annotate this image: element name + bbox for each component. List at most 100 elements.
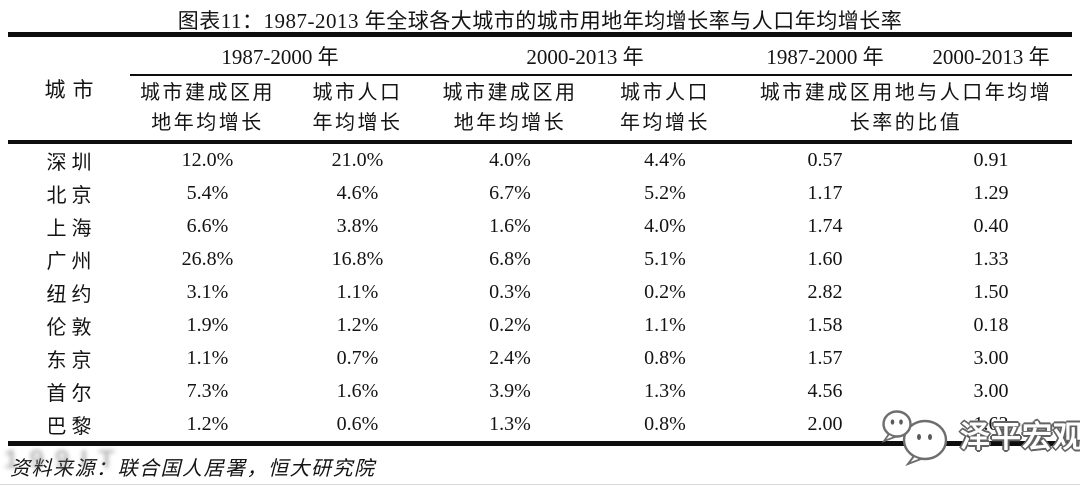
table-row-seoul: 首尔 7.3% 1.6% 3.9% 1.3% 4.56 3.00 <box>8 375 1072 408</box>
figure-title: 图表11：1987-2013 年全球各大城市的城市用地年均增长率与人口年均增长率 <box>177 9 903 33</box>
city-cell: 巴黎 <box>46 416 97 438</box>
table-row-london: 伦敦 1.9% 1.2% 0.2% 1.1% 1.58 0.18 <box>8 309 1072 342</box>
value-cell: 6.7% <box>489 182 531 204</box>
value-cell: 1.6% <box>336 380 379 402</box>
value-cell: 1.57 <box>807 347 843 369</box>
value-cell: 1.2% <box>336 314 379 336</box>
brand-watermark-text: 泽平宏观 <box>960 421 1080 454</box>
header-line: 城市人口 <box>312 82 403 104</box>
city-cell: 首尔 <box>46 383 97 405</box>
value-cell: 1.50 <box>973 281 1009 303</box>
value-cell: 5.1% <box>644 248 686 270</box>
value-cell: 3.8% <box>336 215 379 237</box>
value-cell: 21.0% <box>331 149 384 171</box>
period-header-growth-2000-2013: 2000-2013 年 <box>430 34 740 76</box>
city-cell: 广州 <box>46 251 97 273</box>
city-cell: 深圳 <box>46 152 97 174</box>
value-cell: 1.17 <box>807 182 843 204</box>
value-cell: 16.8% <box>331 248 384 270</box>
value-cell: 3.9% <box>489 380 531 402</box>
table-row-paris: 巴黎 1.2% 0.6% 1.3% 0.8% 2.00 1.63 <box>8 408 1072 444</box>
table-row-shanghai: 上海 6.6% 3.8% 1.6% 4.0% 1.74 0.40 <box>8 210 1072 243</box>
column-header-pop-growth-1: 城市人口 年均增长 <box>285 75 430 144</box>
column-header-land-growth-2: 城市建成区用 地年均增长 <box>430 75 590 144</box>
value-cell: 1.3% <box>644 380 686 402</box>
value-cell: 2.00 <box>807 413 843 435</box>
value-cell: 5.2% <box>644 182 686 204</box>
value-cell: 6.6% <box>186 215 229 237</box>
value-cell: 7.3% <box>186 380 229 402</box>
value-cell: 4.6% <box>336 182 379 204</box>
period-header-growth-1987-2000: 1987-2000 年 <box>130 34 430 76</box>
value-cell: 5.4% <box>186 182 229 204</box>
table-row-shenzhen: 深圳 12.0% 21.0% 4.0% 4.4% 0.57 0.91 <box>8 142 1072 177</box>
value-cell: 0.57 <box>807 149 843 171</box>
value-cell: 0.2% <box>644 281 686 303</box>
city-cell: 东京 <box>46 350 97 372</box>
city-cell: 伦敦 <box>46 317 97 339</box>
column-header-city: 城市 <box>8 34 130 144</box>
value-cell: 1.6% <box>489 215 531 237</box>
header-line: 年均增长 <box>620 112 710 134</box>
header-line: 城市建成区用 <box>140 82 275 104</box>
header-line: 城市人口 <box>620 82 710 104</box>
column-header-land-growth-1: 城市建成区用 地年均增长 <box>130 75 285 144</box>
city-cell: 纽约 <box>46 284 97 306</box>
value-cell: 6.8% <box>489 248 531 270</box>
table-row-newyork: 纽约 3.1% 1.1% 0.3% 0.2% 2.82 1.50 <box>8 276 1072 309</box>
table-row-tokyo: 东京 1.1% 0.7% 2.4% 0.8% 1.57 3.00 <box>8 342 1072 375</box>
column-header-pop-growth-2: 城市人口 年均增长 <box>590 75 740 144</box>
value-cell: 0.91 <box>973 149 1009 171</box>
value-cell: 1.1% <box>644 314 686 336</box>
table-row-guangzhou: 广州 26.8% 16.8% 6.8% 5.1% 1.60 1.33 <box>8 243 1072 276</box>
value-cell: 3.1% <box>186 281 229 303</box>
value-cell: 0.40 <box>973 215 1009 237</box>
source-note: 资料来源：联合国人居署，恒大研究院 <box>10 458 376 480</box>
value-cell: 1.1% <box>336 281 379 303</box>
value-cell: 3.00 <box>973 347 1009 369</box>
value-cell: 1.9% <box>186 314 229 336</box>
header-line: 年均增长 <box>312 112 403 134</box>
header-line: 城市建成区用地与人口年均增 <box>759 82 1053 104</box>
value-cell: 0.7% <box>336 347 379 369</box>
period-header-ratio-1987-2000: 1987-2000 年 <box>740 34 910 76</box>
value-cell: 2.4% <box>489 347 531 369</box>
value-cell: 0.6% <box>336 413 379 435</box>
value-cell: 1.2% <box>186 413 229 435</box>
sub-header-row: 城市建成区用 地年均增长 城市人口 年均增长 城市建成区用 地年均增长 城市人口 年均增… <box>8 75 1072 144</box>
wechat-chat-bubbles-icon <box>881 410 948 467</box>
value-cell: 1.74 <box>807 215 843 237</box>
value-cell: 0.8% <box>644 347 686 369</box>
value-cell: 0.3% <box>489 281 531 303</box>
value-cell: 4.4% <box>644 149 686 171</box>
value-cell: 1.63 <box>973 413 1009 435</box>
city-cell: 上海 <box>46 218 97 240</box>
value-cell: 1.33 <box>973 248 1009 270</box>
value-cell: 2.82 <box>807 281 843 303</box>
header-line: 地年均增长 <box>151 112 264 134</box>
value-cell: 1.29 <box>973 182 1009 204</box>
value-cell: 1.1% <box>186 347 229 369</box>
city-cell: 北京 <box>46 185 97 207</box>
value-cell: 4.0% <box>489 149 531 171</box>
value-cell: 0.8% <box>644 413 686 435</box>
brand-watermark: 泽平宏观 <box>880 407 1080 467</box>
value-cell: 0.18 <box>973 314 1009 336</box>
data-table: 城市 1987-2000 年 2000-2013 年 1987-2000 年 2… <box>8 32 1072 446</box>
table-row-beijing: 北京 5.4% 4.6% 6.7% 5.2% 1.17 1.29 <box>8 177 1072 210</box>
period-header-ratio-2000-2013: 2000-2013 年 <box>910 34 1072 76</box>
value-cell: 3.00 <box>973 380 1009 402</box>
value-cell: 1.60 <box>807 248 843 270</box>
header-line: 城市建成区用 <box>442 82 578 104</box>
value-cell: 1.58 <box>807 314 843 336</box>
period-header-row: 城市 1987-2000 年 2000-2013 年 1987-2000 年 2… <box>8 34 1072 144</box>
column-header-land-pop-ratio: 城市建成区用地与人口年均增 长率的比值 <box>740 75 1072 144</box>
header-line: 长率的比值 <box>849 112 963 134</box>
value-cell: 4.56 <box>807 380 843 402</box>
header-line: 地年均增长 <box>453 112 567 134</box>
value-cell: 12.0% <box>181 149 234 171</box>
value-cell: 4.0% <box>644 215 686 237</box>
value-cell: 26.8% <box>181 248 234 270</box>
value-cell: 0.2% <box>489 314 531 336</box>
